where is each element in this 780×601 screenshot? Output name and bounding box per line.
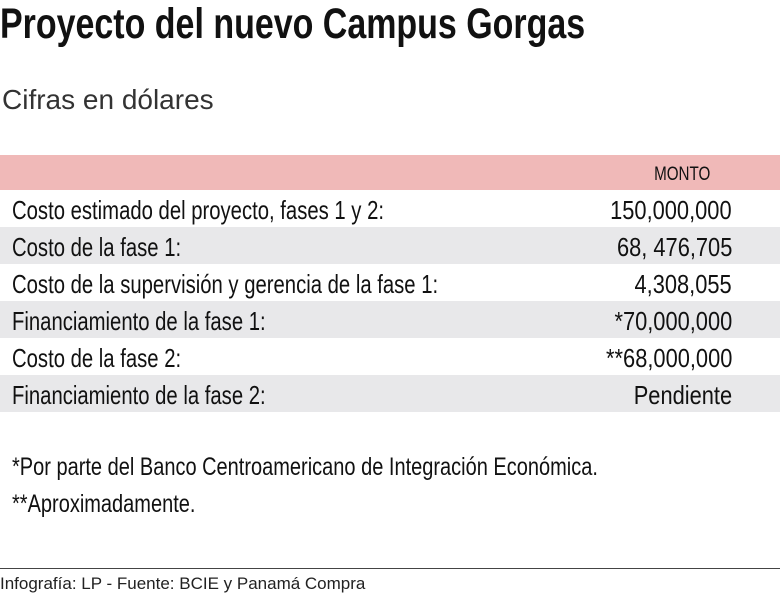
row-label: Costo de la fase 1: <box>12 232 182 262</box>
column-header: MONTO <box>653 164 710 185</box>
footer: Infografía: LP - Fuente: BCIE y Panamá C… <box>0 574 366 593</box>
note: **Aproximadamente. <box>12 490 196 518</box>
row-value: 150,000,000 <box>610 195 732 225</box>
note: *Por parte del Banco Centroamericano de … <box>12 453 598 481</box>
subtitle: Cifras en dólares <box>2 84 214 115</box>
row-value: *70,000,000 <box>614 306 732 336</box>
title: Proyecto del nuevo Campus Gorgas <box>0 0 586 48</box>
table-row: Financiamiento de la fase 1: *70,000,000 <box>0 301 780 338</box>
row-value: Pendiente <box>633 380 732 410</box>
row-value: 4,308,055 <box>634 269 732 299</box>
row-label: Costo estimado del proyecto, fases 1 y 2… <box>12 195 384 225</box>
table-row: Costo estimado del proyecto, fases 1 y 2… <box>0 190 780 227</box>
divider <box>0 568 780 569</box>
row-label: Financiamiento de la fase 1: <box>12 306 266 336</box>
row-label: Costo de la fase 2: <box>12 343 182 373</box>
table-row: Financiamiento de la fase 2: Pendiente <box>0 375 780 412</box>
table-row: Costo de la fase 1: 68, 476,705 <box>0 227 780 264</box>
table-header: MONTO <box>0 155 780 190</box>
table-row: Costo de la supervisión y gerencia de la… <box>0 264 780 301</box>
row-label: Costo de la supervisión y gerencia de la… <box>12 269 439 299</box>
row-value: **68,000,000 <box>605 343 732 373</box>
row-value: 68, 476,705 <box>616 232 732 262</box>
row-label: Financiamiento de la fase 2: <box>12 380 266 410</box>
table-row: Costo de la fase 2: **68,000,000 <box>0 338 780 375</box>
